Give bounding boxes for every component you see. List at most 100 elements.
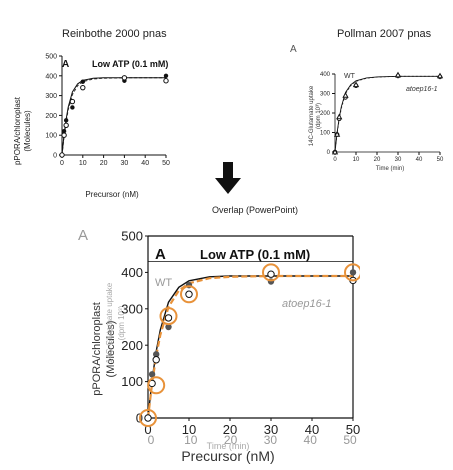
pollman-chart-svg: A 14C-Glutamate uptake (dpm 10³) WT atoe…: [290, 44, 444, 172]
overlay-point-filled: [148, 371, 156, 378]
overlay-ylabel: pPORA/chloroplast: [91, 302, 103, 396]
down-arrow-icon: [215, 162, 241, 194]
pollman-chart: A 14C-Glutamate uptake (dpm 10³) WT atoe…: [288, 38, 453, 178]
reinbothe-y-tick-label: 400: [45, 73, 57, 80]
reinbothe-point-open: [80, 84, 86, 91]
reinbothe-point-open: [61, 132, 67, 138]
pollman-panel-letter: A: [290, 44, 297, 55]
overlay-ghost-xlabel: Time (min): [207, 441, 250, 451]
pollman-point-triangle: [333, 131, 341, 137]
reinbothe-x-tick-label: 10: [79, 160, 87, 167]
pollman-y-tick-label: 200: [320, 111, 331, 117]
reinbothe-point-open: [163, 78, 169, 84]
overlay-ghost-x-tick-label: 30: [264, 433, 278, 447]
overlay-point-orange-highlight-ring: [180, 285, 198, 304]
overlay-point-orange-highlight-ring: [159, 307, 178, 326]
overlay-x-tick-label: 10: [182, 422, 196, 437]
pollman-y-tick-label: 300: [320, 92, 331, 98]
overlap-caption: Overlap (PowerPoint): [212, 205, 299, 215]
overlay-x-tick-label: 30: [264, 422, 278, 437]
overlay-condition: Low ATP (0.1 mM): [200, 247, 310, 262]
overlay-chart: A pPORA/chloroplast (Molecules) 14C-Glut…: [60, 213, 362, 465]
reinbothe-point-filled: [80, 79, 86, 84]
overlay-xlabel: Precursor (nM): [181, 448, 274, 464]
reinbothe-x-tick-label: 50: [162, 160, 170, 167]
overlay-y-tick-label: 100: [121, 374, 143, 389]
overlay-ghost-x-tick-label: 10: [184, 433, 198, 447]
overlay-ghost-panel-letter: A: [78, 227, 88, 244]
reinbothe-point-filled: [163, 73, 169, 78]
right-figure-caption: Pollman 2007 pnas: [337, 28, 432, 40]
overlay-point-open: [152, 356, 160, 364]
overlay-ghost-x-tick-label: 0: [148, 433, 155, 447]
overlay-y-tick-label: 400: [121, 265, 143, 280]
reinbothe-x-tick-label: 0: [60, 160, 64, 167]
pollman-point-triangle: [394, 71, 402, 78]
overlay-y-tick-label: 200: [121, 338, 143, 353]
overlay-y-tick-label: 300: [121, 301, 143, 316]
left-figure-caption: Reinbothe 2000 pnas: [62, 28, 167, 40]
overlay-x-tick-label: 20: [223, 422, 237, 437]
reinbothe-chart-svg: pPORA/chloroplast (Molecules) A Low ATP …: [13, 53, 170, 199]
pollman-x-tick-label: 30: [395, 157, 402, 163]
reinbothe-ylabel-unit: (Molecules): [23, 110, 32, 152]
overlay-x-tick-label: 0: [144, 422, 151, 437]
pollman-point-triangle: [336, 113, 343, 120]
reinbothe-x-tick-label: 20: [100, 160, 108, 167]
pollman-y-tick-label: 100: [320, 131, 331, 137]
reinbothe-y-tick-label: 100: [45, 133, 57, 140]
reinbothe-point-open: [59, 152, 65, 158]
overlay-x-tick-label: 40: [305, 422, 319, 437]
reinbothe-x-tick-label: 40: [141, 160, 149, 167]
reinbothe-point-open: [69, 98, 76, 105]
overlay-point-orange-highlight-ring: [147, 376, 166, 395]
reinbothe-point-filled: [70, 105, 75, 110]
pollman-point-triangle: [342, 92, 349, 98]
reinbothe-y-tick-label: 200: [45, 113, 57, 120]
pollman-xlabel: Time (min): [376, 166, 404, 172]
overlay-point-open: [144, 414, 152, 422]
pollman-x-tick-label: 50: [437, 157, 444, 163]
reinbothe-xlabel: Precursor (nM): [85, 190, 139, 199]
reinbothe-ylabel: pPORA/chloroplast: [13, 96, 22, 165]
reinbothe-fit-curve: [61, 77, 166, 156]
overlay-ghost-ylabel: 14C-Glutamate uptake: [105, 282, 114, 363]
reinbothe-point-open: [63, 122, 69, 129]
overlay-point-filled: [349, 269, 357, 276]
overlay-point-open: [267, 270, 275, 278]
pollman-point-triangle: [436, 72, 444, 79]
overlay-ghost-x-tick-label: 40: [304, 433, 318, 447]
overlay-ylabel-unit: (Molecules): [105, 321, 117, 378]
reinbothe-point-open: [121, 75, 128, 81]
overlay-x-tick-label: 50: [346, 422, 360, 437]
reinbothe-condition: Low ATP (0.1 mM): [92, 59, 168, 69]
overlay-point-open: [185, 290, 193, 298]
pollman-ylabel: 14C-Glutamate uptake: [309, 85, 315, 146]
overlay-point-orange-highlight-ring: [262, 263, 280, 282]
reinbothe-y-tick-label: 500: [45, 53, 57, 60]
overlay-mutant-label: atoep16-1: [282, 298, 332, 310]
reinbothe-y-tick-label: 300: [45, 93, 57, 100]
pollman-y-tick-label: 0: [327, 150, 331, 156]
pollman-mutant-label: atoep16-1: [406, 86, 438, 93]
pollman-wt-label: WT: [344, 73, 356, 80]
pollman-x-tick-label: 0: [333, 157, 337, 163]
overlay-chart-svg: A pPORA/chloroplast (Molecules) 14C-Glut…: [78, 227, 362, 464]
pollman-point-triangle: [352, 81, 360, 88]
overlay-y-tick-label: 500: [121, 229, 143, 244]
overlay-point-open: [164, 314, 173, 322]
reinbothe-y-tick-label: 0: [53, 152, 57, 159]
pollman-x-tick-label: 20: [374, 157, 381, 163]
overlay-panel-letter: A: [155, 246, 166, 263]
pollman-point-triangle: [331, 148, 339, 155]
pollman-x-tick-label: 10: [353, 157, 360, 163]
overlay-wt-label: WT: [155, 277, 172, 289]
reinbothe-point-filled: [63, 118, 69, 123]
reinbothe-x-tick-label: 30: [121, 160, 129, 167]
overlay-ghost-x-tick-label: 50: [343, 433, 357, 447]
overlay-ghost-x-tick-label: 20: [224, 433, 238, 447]
pollman-ylabel-unit: (dpm 10³): [316, 103, 322, 129]
reinbothe-panel-letter: A: [62, 59, 69, 70]
overlay-point-filled: [165, 323, 172, 331]
overlay-ghost-ylabel-unit: (dpm 10³): [117, 305, 126, 340]
